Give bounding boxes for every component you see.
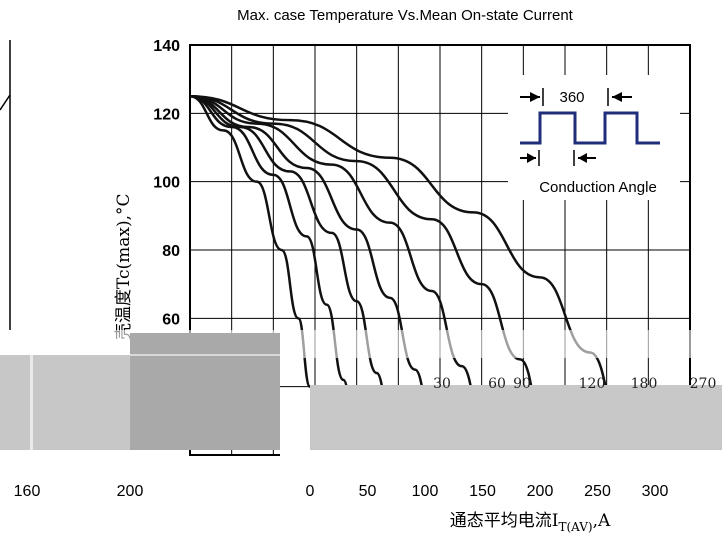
square-waveform [520,111,660,145]
left-plot-x-ticks: 160 200 [14,483,144,500]
artifact-block-middle [130,333,280,450]
angle-label-60: 60 [488,376,506,392]
period-left-arrowhead [530,92,540,102]
artifact-block-right [310,385,722,450]
image-artifact-band: 30 60 90 120 180 270 [0,330,722,462]
angle-label-180: 180 [631,376,658,392]
x-tick-label: 50 [359,483,377,500]
plot-curves [189,95,628,450]
angle-label-270: 270 [690,376,717,392]
x-axis-label-prefix: 通态平均电流I [450,511,559,531]
x-axis-label-suffix: ,A [593,511,611,531]
artifact-gap [280,450,722,462]
left-plot-fragment [0,40,11,330]
y-tick-label: 60 [162,311,180,328]
artifact-block-left [0,355,130,450]
x-tick-labels: 0 50 100 150 200 250 300 [306,483,669,500]
angle-labels: 30 60 90 120 180 270 [433,376,716,392]
y-tick-label: 80 [162,243,180,260]
angle-label-120: 120 [579,376,606,392]
series-curve-120 [189,95,437,450]
left-plot-curve [0,94,11,111]
angle-label-30: 30 [433,376,451,392]
conduction-angle-caption: Conduction Angle [539,179,657,196]
y-tick-label: 100 [153,175,180,192]
y-axis-label: 壳温度Tc(max),°C [114,193,134,340]
left-x-tick-200: 200 [117,483,144,500]
x-tick-label: 250 [584,483,611,500]
x-axis-label: 通态平均电流IT(AV),A [450,511,611,534]
artifact-strip [0,330,722,358]
series-curve-30 [189,95,322,450]
chart-title: Max. case Temperature Vs.Mean On-state C… [237,7,574,24]
x-tick-label: 150 [469,483,496,500]
artifact-divider-1 [30,355,33,450]
period-label: 360 [559,89,584,106]
series-curve-180 [189,95,488,450]
x-tick-label: 100 [412,483,439,500]
x-axis-label-subscript: T(AV) [558,520,592,534]
series-curve-60 [189,95,358,450]
angle-left-arrowhead [527,153,536,163]
y-tick-labels: 140 120 100 80 60 [153,38,180,328]
series-curve-270 [189,95,549,450]
angle-label-90: 90 [513,376,531,392]
y-tick-label: 120 [153,106,180,123]
y-tick-label: 140 [153,38,180,55]
x-tick-label: 300 [642,483,669,500]
left-x-tick-160: 160 [14,483,41,500]
x-tick-label: 200 [527,483,554,500]
x-tick-label: 0 [306,483,315,500]
conduction-angle-inset: 360 Conduction Angle [508,75,680,200]
